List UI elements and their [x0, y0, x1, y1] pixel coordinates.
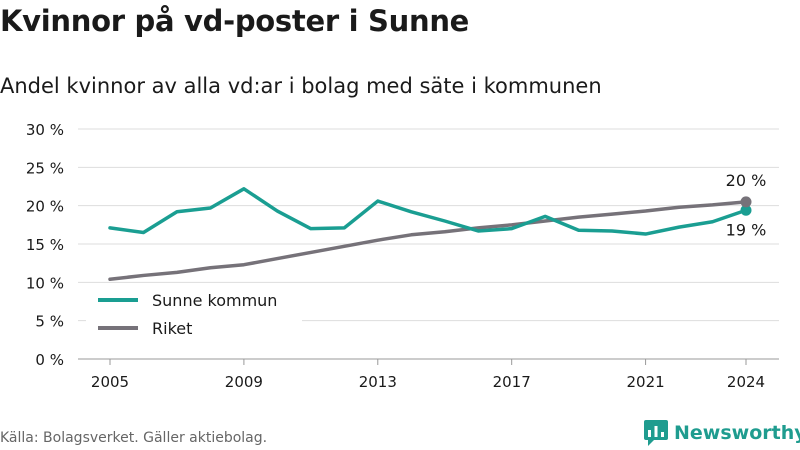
series-line: [108, 187, 748, 236]
y-tick-label: 20 %: [26, 198, 64, 216]
legend-label: Sunne kommun: [152, 291, 277, 310]
x-tick-label: 2017: [493, 373, 531, 391]
x-tick-label: 2013: [359, 373, 397, 391]
newsworthy-icon: [644, 420, 668, 446]
line-chart: 0 % 5 % 10 % 15 % 20 % 25 % 30 % 2005 2009 2013 20…: [26, 121, 779, 391]
y-tick-label: 0 %: [35, 351, 64, 369]
chart-title: Kvinnor på vd-poster i Sunne: [0, 4, 470, 38]
y-tick-label: 5 %: [35, 313, 64, 331]
x-tick-label: 2024: [727, 373, 765, 391]
brand-logo: Newsworthy: [644, 420, 800, 446]
legend-label: Riket: [152, 319, 192, 338]
end-point: [740, 204, 752, 216]
x-tick-label: 2005: [91, 373, 129, 391]
series-line: [108, 200, 748, 282]
end-point: [740, 196, 752, 208]
legend-background: [86, 287, 302, 343]
y-tick-label: 15 %: [26, 236, 64, 254]
end-value-label: 19 %: [726, 220, 767, 239]
source-note: Källa: Bolagsverket. Gäller aktiebolag.: [0, 430, 268, 446]
chart-subtitle: Andel kvinnor av alla vd:ar i bolag med …: [0, 74, 602, 98]
x-tick-label: 2009: [225, 373, 263, 391]
y-tick-label: 30 %: [26, 121, 64, 139]
end-value-label: 20 %: [726, 171, 767, 190]
x-tick-label: 2021: [626, 373, 664, 391]
y-tick-label: 25 %: [26, 159, 64, 177]
brand-name: Newsworthy: [674, 422, 800, 444]
y-tick-label: 10 %: [26, 274, 64, 292]
